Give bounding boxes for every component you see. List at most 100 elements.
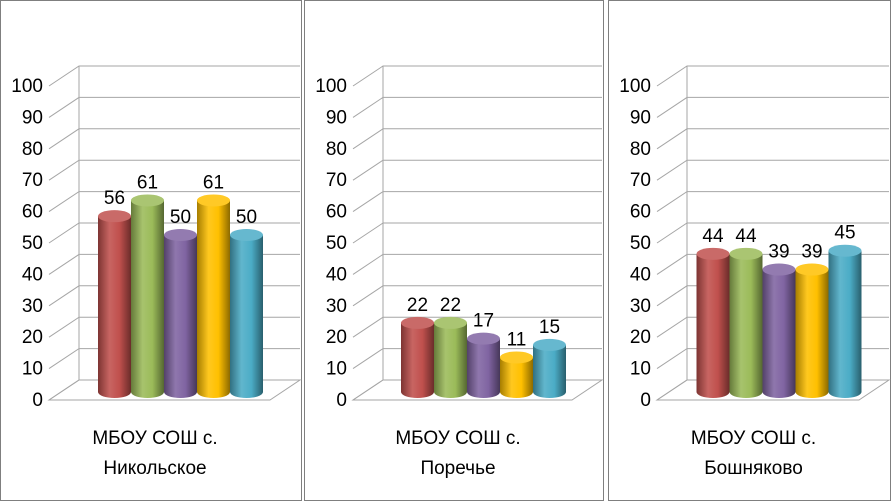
data-label: 44 — [702, 226, 724, 247]
y-tick-label: 50 — [326, 233, 347, 254]
bar-body — [729, 253, 763, 398]
bar-top — [98, 210, 131, 223]
gridline — [352, 159, 602, 181]
gridline — [352, 222, 602, 244]
gridline — [656, 65, 889, 87]
y-tick-label: 70 — [22, 170, 43, 191]
panel-border — [304, 0, 604, 501]
data-label: 50 — [170, 207, 191, 228]
bar-series-4 — [197, 194, 230, 398]
chart-panel-nikolskoe: 0 10 20 30 40 50 60 70 80 90 100 56 61 50 61 50 МБОУ СОШ… — [0, 0, 302, 501]
bar-series-1 — [696, 247, 730, 398]
category-label: Поречье — [420, 458, 495, 479]
y-tick-label: 80 — [22, 139, 43, 160]
bar-body — [230, 235, 263, 398]
gridline — [656, 159, 889, 181]
bar-series-4 — [795, 263, 829, 398]
bar-top — [795, 263, 829, 276]
bar-body — [434, 322, 467, 398]
y-tick-label: 20 — [326, 327, 347, 348]
chart-floor — [47, 379, 302, 401]
bar-body — [762, 269, 796, 398]
bar-body — [98, 216, 131, 398]
gridline — [656, 191, 889, 213]
bar-top — [401, 316, 434, 329]
bar-body — [533, 344, 566, 398]
y-tick-label: 30 — [22, 296, 43, 317]
y-tick-label: 0 — [32, 390, 43, 411]
chart-panel-poreche: 0 10 20 30 40 50 60 70 80 90 100 22 22 17 11 15 МБОУ СОШ… — [304, 0, 604, 501]
y-tick-label: 10 — [630, 359, 651, 380]
bar-series-1 — [401, 316, 434, 398]
y-tick-label: 80 — [326, 139, 347, 160]
gridline — [656, 128, 889, 150]
y-tick-label: 10 — [326, 359, 347, 380]
gridline — [352, 191, 602, 213]
data-label: 17 — [473, 311, 494, 332]
bar-top — [197, 194, 230, 207]
y-tick-label: 90 — [22, 107, 43, 128]
chart-floor — [655, 379, 891, 401]
bar-body — [795, 269, 829, 398]
gridline — [48, 159, 300, 181]
y-tick-label: 60 — [22, 202, 43, 223]
category-label: Никольское — [103, 458, 206, 479]
y-tick-label: 70 — [326, 170, 347, 191]
bar-top — [500, 351, 533, 364]
gridline — [48, 128, 300, 150]
bar-top — [131, 194, 164, 207]
data-label: 44 — [735, 226, 757, 247]
chart-floor — [351, 379, 604, 401]
y-tick-label: 60 — [630, 202, 651, 223]
y-tick-label: 90 — [326, 107, 347, 128]
bar-top — [164, 229, 197, 241]
y-tick-label: 20 — [630, 327, 651, 348]
bar-series-3 — [164, 229, 197, 398]
bar-series-5 — [230, 229, 263, 398]
gridline — [352, 253, 602, 275]
gridline — [656, 253, 889, 275]
gridline — [352, 316, 602, 338]
bar-body — [131, 200, 164, 398]
bar-series-2 — [434, 316, 467, 398]
gridline — [352, 285, 602, 307]
gridline — [656, 222, 889, 244]
bar-body — [828, 250, 862, 398]
data-label: 11 — [507, 329, 527, 350]
bar-top — [729, 247, 763, 260]
bar-body — [401, 322, 434, 398]
data-label: 50 — [236, 207, 257, 228]
category-label: МБОУ СОШ с. — [395, 428, 520, 449]
gridline — [48, 65, 300, 87]
gridline — [48, 191, 300, 213]
chart-panel-boshnyakovo: 0 10 20 30 40 50 60 70 80 90 100 44 44 39 39 45 МБОУ СОШ… — [608, 0, 891, 501]
bar-top — [533, 338, 566, 351]
data-label: 45 — [834, 223, 855, 244]
y-tick-label: 40 — [326, 264, 347, 285]
gridline — [656, 96, 889, 118]
y-tick-label: 20 — [22, 327, 43, 348]
gridline — [352, 128, 602, 150]
bar-top — [828, 244, 862, 257]
category-label: МБОУ СОШ с. — [691, 428, 816, 449]
bar-top — [467, 332, 500, 345]
y-tick-label: 80 — [630, 139, 651, 160]
data-label: 61 — [137, 172, 158, 193]
category-label: Бошняково — [704, 458, 803, 479]
bar-series-1 — [98, 210, 131, 398]
data-label: 39 — [768, 242, 789, 263]
data-label: 39 — [801, 242, 822, 263]
bar-body — [467, 338, 500, 398]
y-tick-label: 100 — [315, 76, 347, 97]
gridline — [48, 96, 300, 118]
bar-top — [230, 229, 263, 241]
gridline — [352, 65, 602, 87]
bar-series-3 — [467, 332, 500, 398]
bar-series-2 — [729, 247, 763, 398]
data-label: 61 — [203, 172, 224, 193]
y-tick-label: 0 — [336, 390, 347, 411]
data-label: 56 — [104, 188, 125, 209]
y-tick-label: 60 — [326, 202, 347, 223]
bar-body — [696, 253, 730, 398]
gridline — [352, 96, 602, 118]
